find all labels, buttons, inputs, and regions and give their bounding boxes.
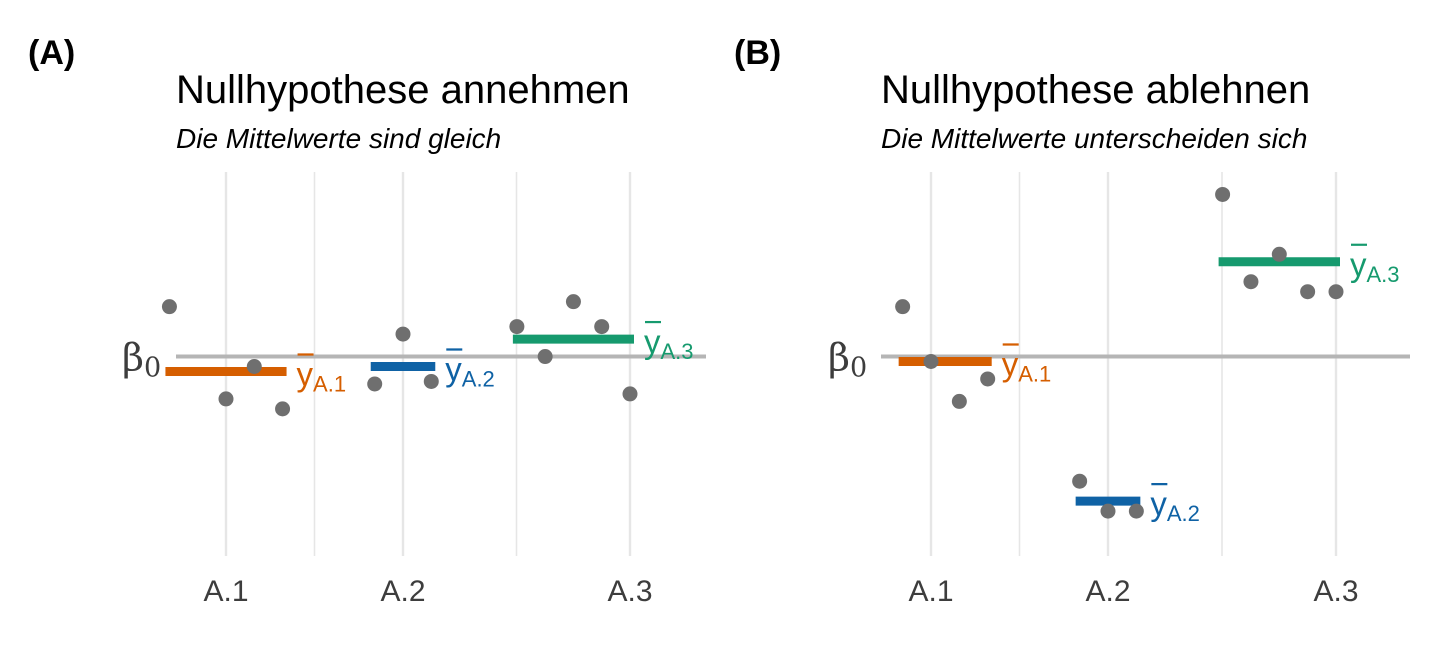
mean-markers: yA.1 yA.2 yA.3: [165, 320, 694, 396]
data-point-A.3: [509, 319, 525, 335]
data-point-A.1: [895, 299, 911, 315]
data-point-A.1: [275, 401, 291, 417]
x-tick-label: A.2: [380, 575, 425, 608]
x-tick-label: A.3: [1313, 575, 1358, 608]
data-point-A.2: [395, 326, 411, 342]
data-point-A.3: [1300, 284, 1316, 300]
data-point-A.3: [622, 386, 638, 402]
data-point-A.3: [565, 294, 581, 310]
data-point-A.1: [923, 354, 939, 370]
data-point-A.2: [1100, 503, 1116, 519]
panel-a: (A) Nullhypothese annehmen Die Mittelwer…: [28, 34, 706, 608]
x-axis-ticks: A.1 A.2 A.3: [203, 575, 652, 608]
panel-subtitle: Die Mittelwerte sind gleich: [176, 123, 501, 154]
x-tick-label: A.2: [1085, 575, 1130, 608]
data-point-A.1: [980, 371, 996, 387]
panel-b: (B) Nullhypothese ablehnen Die Mittelwer…: [734, 34, 1410, 608]
mean-markers: yA.1 yA.2 yA.3: [898, 243, 1400, 526]
mean-label-A.3: yA.3: [644, 323, 694, 364]
reference-label: β0: [122, 336, 161, 384]
reference-line-group: β0: [122, 336, 706, 384]
grid-lines: [929, 172, 1338, 556]
data-point-A.3: [1271, 246, 1287, 262]
mean-label-A.1: yA.1: [1002, 346, 1052, 387]
data-point-A.1: [218, 391, 234, 407]
x-axis-ticks: A.1 A.2 A.3: [908, 575, 1358, 608]
panel-subtitle: Die Mittelwerte unterscheiden sich: [881, 123, 1307, 154]
data-point-A.3: [1215, 186, 1231, 202]
data-point-A.1: [951, 393, 967, 409]
data-point-A.3: [594, 319, 610, 335]
data-point-A.1: [246, 358, 262, 374]
panel-title: Nullhypothese annehmen: [176, 68, 630, 112]
data-point-A.2: [367, 376, 383, 392]
x-tick-label: A.3: [607, 575, 652, 608]
x-tick-label: A.1: [908, 575, 953, 608]
data-point-A.2: [1128, 503, 1144, 519]
mean-label-A.2: yA.2: [1150, 485, 1200, 526]
mean-label-A.1: yA.1: [297, 355, 347, 396]
panel-title: Nullhypothese ablehnen: [881, 68, 1310, 112]
data-point-A.3: [1243, 274, 1259, 290]
data-point-A.2: [423, 373, 439, 389]
x-tick-label: A.1: [203, 575, 248, 608]
panel-tag: (A): [28, 34, 75, 72]
mean-label-A.2: yA.2: [445, 350, 495, 391]
data-point-A.2: [1072, 473, 1088, 489]
data-point-A.3: [537, 349, 553, 365]
reference-label: β0: [828, 336, 867, 384]
mean-label-A.3: yA.3: [1350, 246, 1400, 287]
data-point-A.1: [161, 299, 177, 315]
reference-line-group: β0: [828, 336, 1410, 384]
data-points: [895, 186, 1344, 519]
panel-tag: (B): [734, 34, 781, 72]
data-point-A.3: [1328, 284, 1344, 300]
data-points: [161, 294, 638, 417]
